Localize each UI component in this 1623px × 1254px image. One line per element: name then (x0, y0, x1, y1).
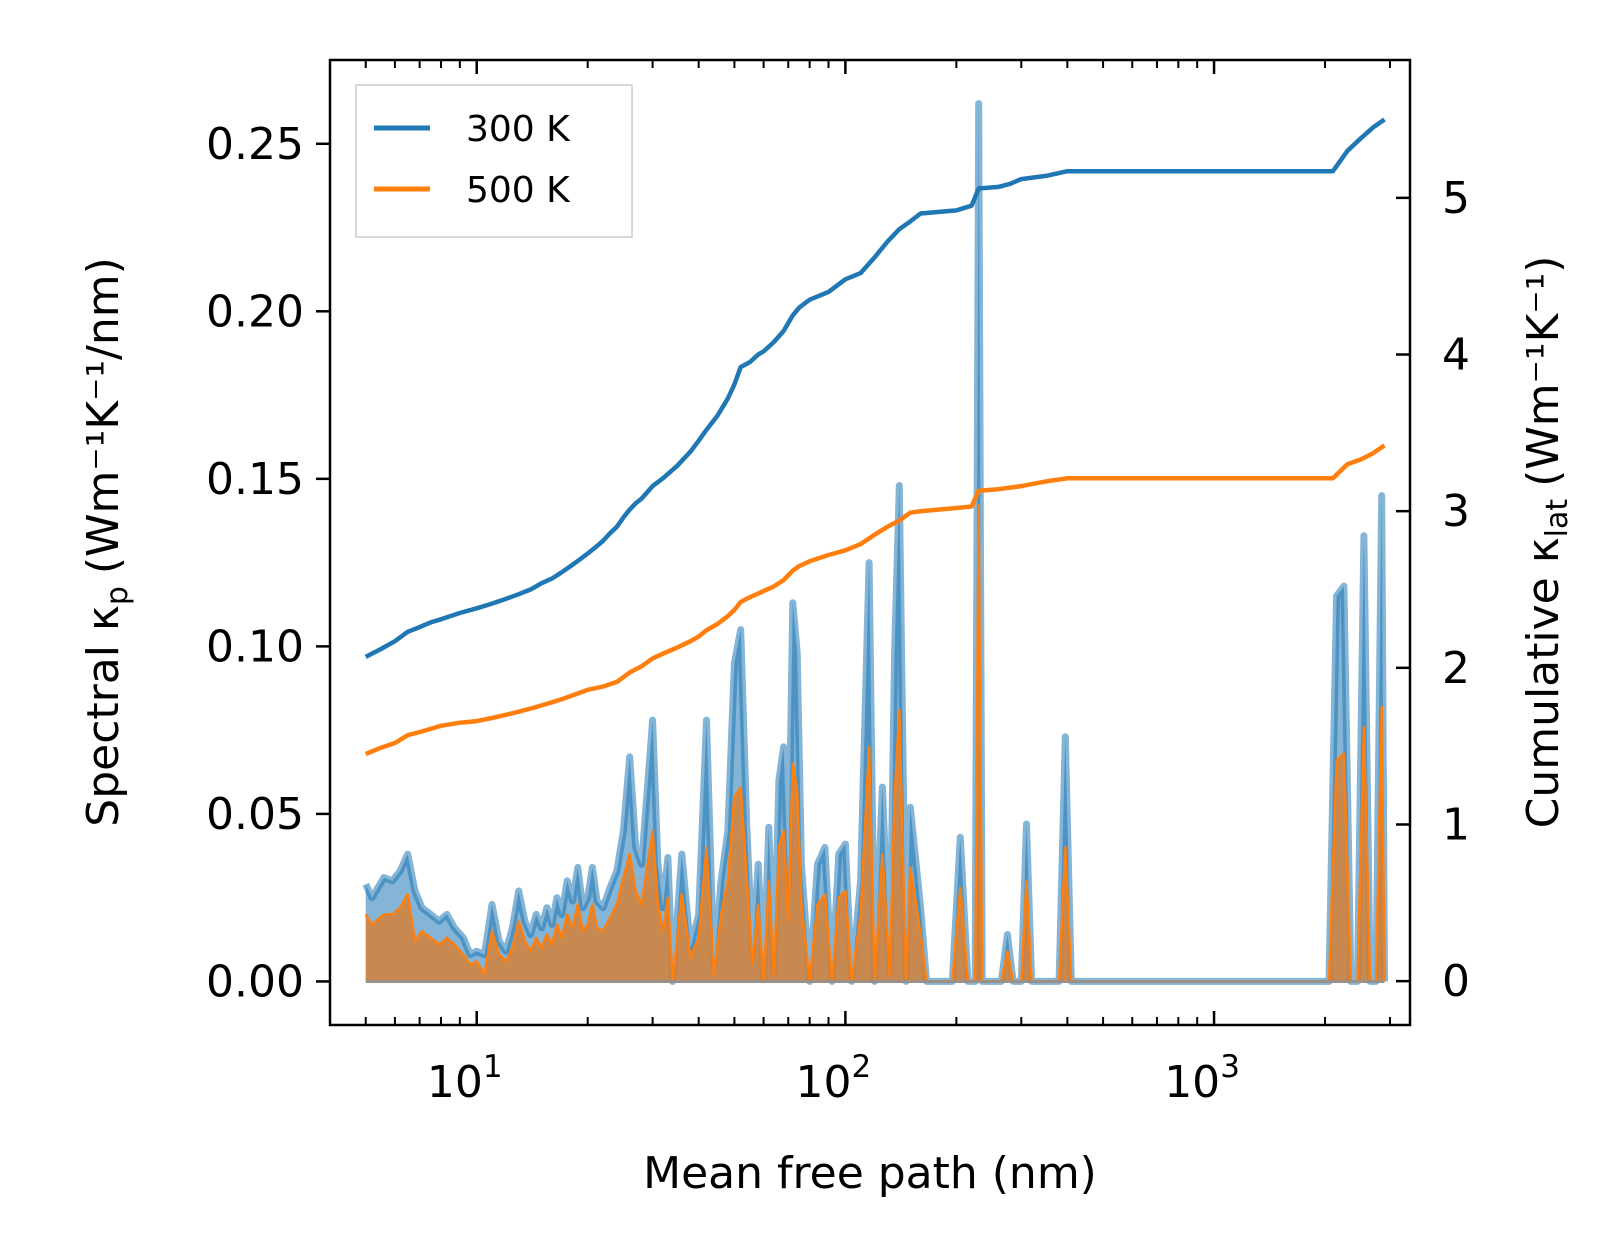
cumulative-line-300k (364, 117, 1386, 659)
x-tick-label-exp: 1 (483, 1049, 503, 1085)
x-axis-title: Mean free path (nm) (643, 1148, 1097, 1199)
x-tick-label-exp: 3 (1220, 1049, 1240, 1085)
x-tick-label-base: 10 (1164, 1057, 1220, 1108)
y-right-tick-label-0: 0 (1442, 956, 1470, 1007)
plot-frame (328, 58, 1412, 1027)
legend-box (355, 84, 633, 238)
cumulative-line-500k (364, 443, 1386, 757)
y-right-tick-label-4: 4 (1442, 330, 1470, 381)
y-left-tick-label-4: 0.20 (206, 286, 304, 337)
x-tick-label-0: 101 (427, 1049, 503, 1108)
legend-label-500k: 500 K (466, 170, 571, 211)
y-left-title-units: (Wm⁻¹K⁻¹/nm) (78, 257, 129, 574)
y-right-title-sub: lat (1540, 499, 1575, 538)
y-right-title-main: Cumulative κ (1518, 537, 1569, 828)
y-left-tick-label-5: 0.25 (206, 119, 304, 170)
y-right-tick-label-2: 2 (1442, 643, 1470, 694)
y-right-title-units: (Wm⁻¹K⁻¹) (1518, 256, 1569, 487)
x-tick-label-1: 102 (796, 1049, 872, 1108)
y-axis-left-title: Spectral κp (Wm⁻¹K⁻¹/nm) (78, 257, 135, 826)
ticks-layer (316, 60, 1410, 1025)
y-left-tick-label-3: 0.15 (206, 454, 304, 505)
y-right-tick-label-5: 5 (1442, 173, 1470, 224)
x-tick-label-2: 103 (1164, 1049, 1240, 1108)
x-tick-label-exp: 2 (852, 1049, 872, 1085)
y-left-tick-label-1: 0.05 (206, 789, 304, 840)
x-tick-label-base: 10 (427, 1057, 483, 1108)
y-right-tick-label-3: 3 (1442, 486, 1470, 537)
y-left-title-sub: p (100, 586, 135, 605)
y-left-tick-label-2: 0.10 (206, 621, 304, 672)
y-axis-right-title: Cumulative κlat (Wm⁻¹K⁻¹) (1518, 256, 1575, 829)
legend-label-300k: 300 K (466, 109, 571, 150)
legend: 300 K 500 K (355, 84, 633, 238)
plot-layer (362, 100, 1388, 985)
y-left-title-main: Spectral κ (78, 605, 129, 827)
x-tick-label-base: 10 (796, 1057, 852, 1108)
y-left-tick-label-0: 0.00 (206, 956, 304, 1007)
y-right-tick-label-1: 1 (1442, 799, 1470, 850)
